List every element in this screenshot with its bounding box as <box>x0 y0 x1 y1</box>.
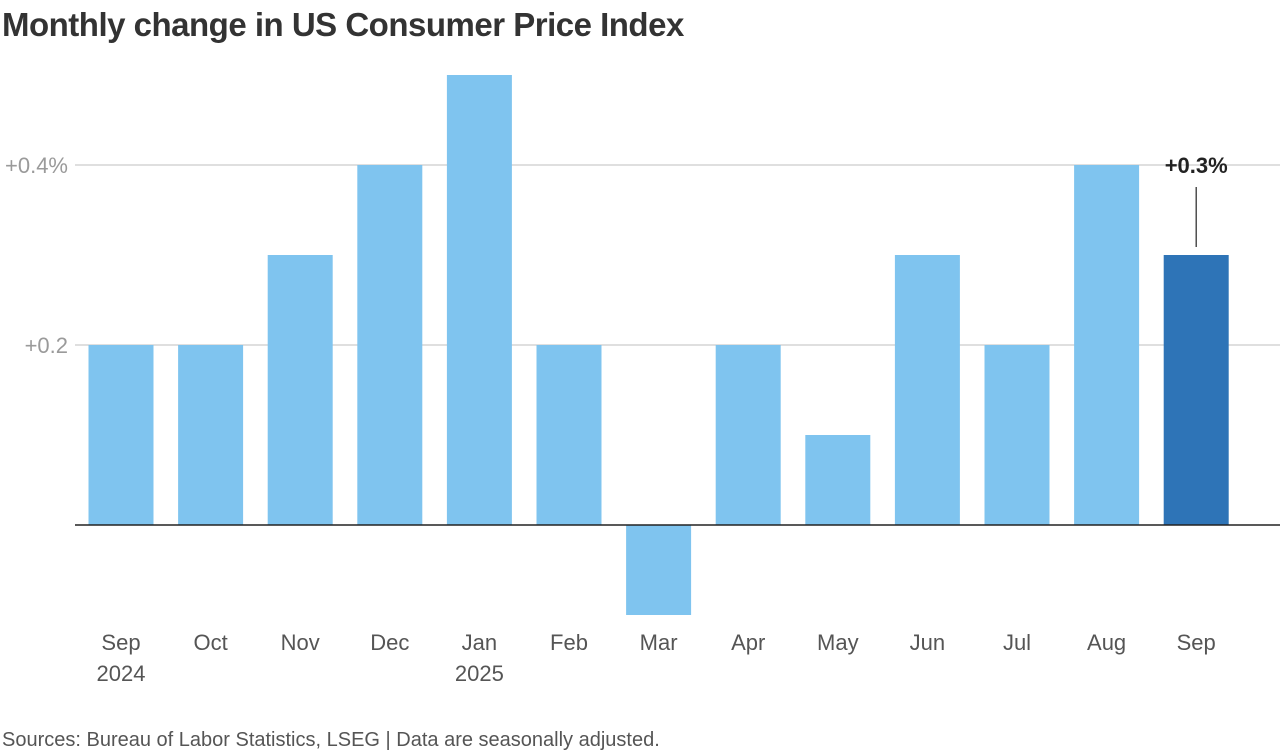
bar <box>357 165 423 525</box>
bar <box>178 345 244 525</box>
bar-highlight <box>1163 255 1229 525</box>
bar <box>536 345 602 525</box>
x-tick-label: Aug <box>1087 630 1126 655</box>
x-tick-year-label: 2025 <box>455 661 504 686</box>
bar <box>88 345 154 525</box>
annotation: +0.3% <box>1165 153 1228 247</box>
x-tick-label: Jun <box>910 630 945 655</box>
x-tick-label: Sep <box>1177 630 1216 655</box>
x-axis-labels: Sep 2024 Oct Nov Dec Jan 2025 Feb Mar Apr May Jun Ju… <box>97 630 1216 686</box>
bar <box>267 255 333 525</box>
x-tick-label: Jan <box>462 630 497 655</box>
x-tick-label: Dec <box>370 630 409 655</box>
x-tick-label: Sep <box>101 630 140 655</box>
y-tick-label: +0.4% <box>5 153 68 178</box>
bar <box>626 525 692 615</box>
x-tick-label: Apr <box>731 630 765 655</box>
bar <box>715 345 781 525</box>
annotation-label: +0.3% <box>1165 153 1228 178</box>
bar <box>446 75 512 525</box>
x-tick-year-label: 2024 <box>97 661 146 686</box>
bar <box>894 255 960 525</box>
y-tick-label: +0.2 <box>25 333 68 358</box>
bar <box>1074 165 1140 525</box>
x-tick-label: Jul <box>1003 630 1031 655</box>
x-tick-label: Nov <box>281 630 320 655</box>
x-tick-label: Mar <box>640 630 678 655</box>
x-tick-label: Oct <box>193 630 227 655</box>
bar <box>984 345 1050 525</box>
x-tick-label: Feb <box>550 630 588 655</box>
chart-title: Monthly change in US Consumer Price Inde… <box>2 6 684 43</box>
bar <box>805 435 871 525</box>
x-tick-label: May <box>817 630 859 655</box>
source-note: Sources: Bureau of Labor Statistics, LSE… <box>2 729 660 751</box>
bars <box>88 75 1229 615</box>
